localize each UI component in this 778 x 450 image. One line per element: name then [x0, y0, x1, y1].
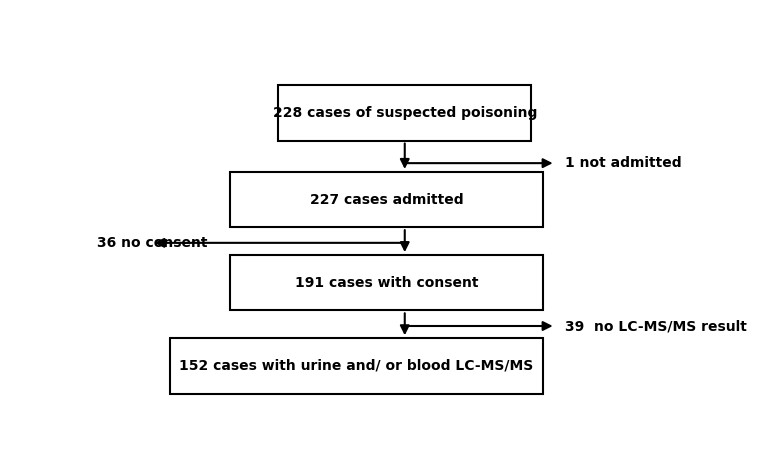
- FancyBboxPatch shape: [170, 338, 543, 394]
- FancyBboxPatch shape: [230, 172, 543, 227]
- Text: 1 not admitted: 1 not admitted: [565, 156, 682, 170]
- Text: 152 cases with urine and/ or blood LC-MS/MS: 152 cases with urine and/ or blood LC-MS…: [180, 359, 534, 373]
- Text: 228 cases of suspected poisoning: 228 cases of suspected poisoning: [272, 106, 537, 120]
- Text: 227 cases admitted: 227 cases admitted: [310, 193, 464, 207]
- Text: 39  no LC-MS/MS result: 39 no LC-MS/MS result: [565, 319, 746, 333]
- FancyBboxPatch shape: [230, 255, 543, 310]
- Text: 36 no consent: 36 no consent: [97, 236, 208, 250]
- FancyBboxPatch shape: [279, 85, 531, 140]
- Text: 191 cases with consent: 191 cases with consent: [295, 276, 478, 290]
